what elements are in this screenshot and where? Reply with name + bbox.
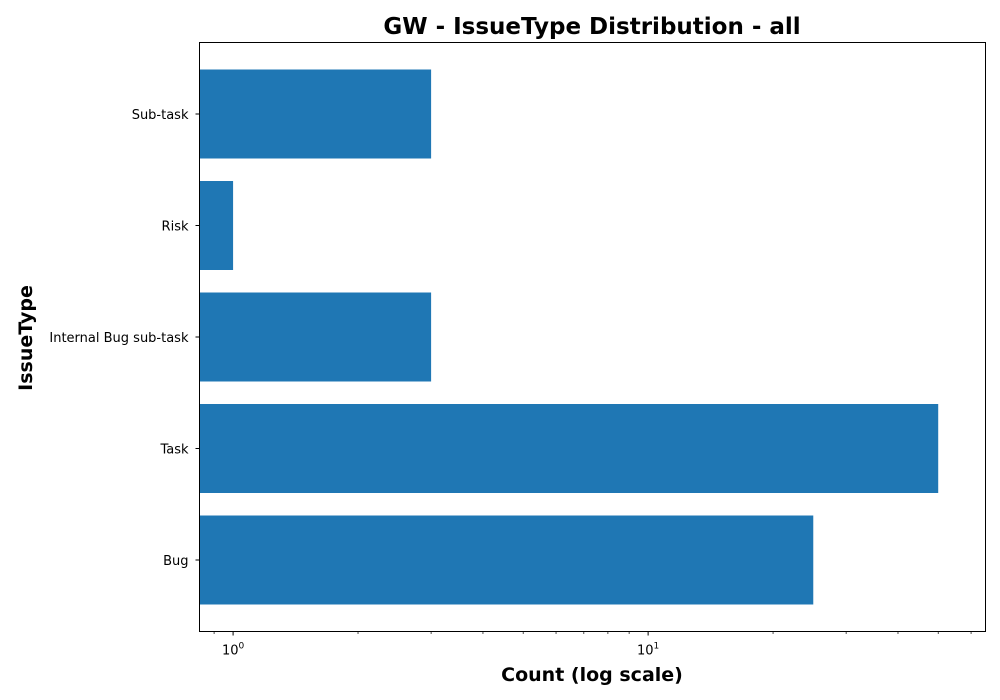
y-axis-label: IssueType	[15, 285, 37, 391]
y-tick-label: Internal Bug sub-task	[49, 331, 189, 346]
y-tick-label: Risk	[162, 220, 189, 235]
bar-risk	[200, 181, 234, 270]
bars-group	[200, 70, 939, 605]
y-axis-ticks: Bug Task Internal Bug sub-task Risk Sub-task	[49, 108, 199, 569]
bar-sub-task	[200, 70, 432, 159]
x-axis-label: Count (log scale)	[501, 664, 683, 686]
x-tick-label: 100	[222, 642, 245, 659]
y-tick-label: Task	[159, 443, 189, 458]
x-axis-ticks: 100 101	[214, 632, 971, 659]
x-tick-label: 101	[637, 642, 659, 659]
chart-title: GW - IssueType Distribution - all	[383, 14, 800, 40]
bar-internal-bug-sub-task	[200, 293, 432, 382]
bar-bug	[200, 516, 814, 605]
y-tick-label: Sub-task	[132, 108, 189, 123]
y-tick-label: Bug	[163, 554, 188, 569]
bar-task	[200, 404, 939, 493]
